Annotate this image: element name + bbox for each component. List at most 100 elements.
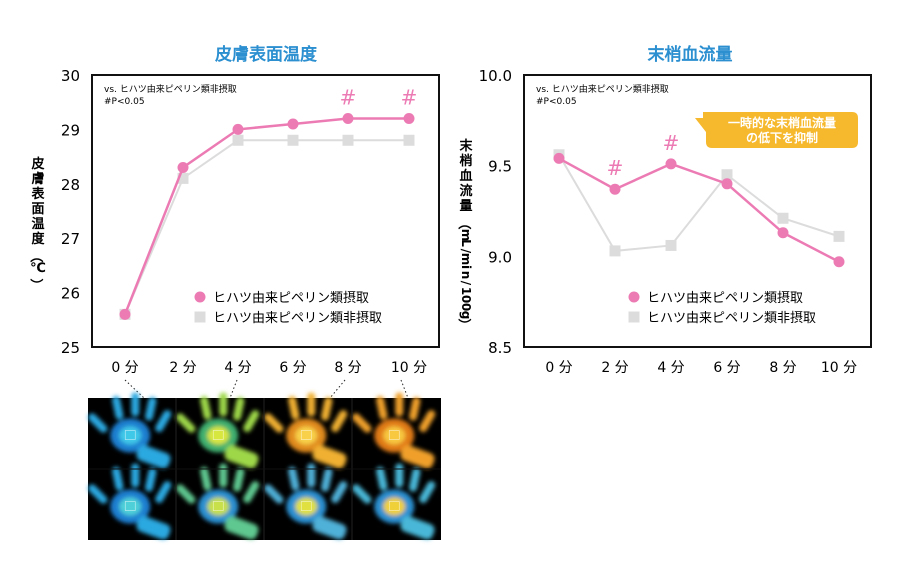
point-intake <box>609 183 621 195</box>
x-tick-label: 8 分 <box>769 360 796 376</box>
series-line-non-intake <box>558 154 840 252</box>
y-label-char: 流 <box>459 183 472 199</box>
y-label-char: 1 <box>459 287 473 295</box>
y-label-char: g <box>459 311 473 320</box>
measure-box <box>212 501 224 511</box>
y-label-char: 温 <box>31 217 44 232</box>
point-intake <box>403 113 415 125</box>
y-label-char: m <box>459 253 473 266</box>
measure-box <box>300 501 312 511</box>
y-label-char: 面 <box>31 202 44 217</box>
y-label-char: 末 <box>458 138 473 154</box>
series-line-intake <box>558 157 840 263</box>
measure-box <box>124 501 136 511</box>
x-tick-label: 0 分 <box>545 360 572 376</box>
point-intake <box>232 123 244 135</box>
y-label-char: L <box>459 239 473 247</box>
x-tick-label: 10 分 <box>821 360 857 376</box>
y-label-char: ） <box>456 318 472 331</box>
legend-label: ヒハツ由来ピペリン類摂取 <box>647 290 803 306</box>
x-tick-label: 4 分 <box>224 360 251 376</box>
y-label-char: 皮 <box>30 156 44 172</box>
point-non-intake <box>833 230 845 242</box>
y-tick-label: 26 <box>61 285 80 303</box>
legend: ヒハツ由来ピペリン類摂取 ヒハツ由来ピペリン類非摂取 <box>628 290 816 326</box>
y-label-char: 膚 <box>31 171 44 187</box>
x-tick-label: 4 分 <box>657 360 684 376</box>
legend-marker-intake <box>194 291 206 303</box>
y-label-char: m <box>459 229 473 242</box>
chart-title: 皮膚表面温度 <box>215 44 318 65</box>
measure-box <box>124 430 136 440</box>
point-intake <box>342 113 354 125</box>
point-non-intake <box>721 169 733 181</box>
stat-note: #P<0.05 <box>104 97 145 107</box>
y-label-char: i <box>459 265 473 269</box>
y-label-char: / <box>459 281 473 286</box>
x-tick-label: 2 分 <box>601 360 628 376</box>
y-tick-label: 25 <box>61 339 80 357</box>
measure-box <box>212 430 224 440</box>
thermal-hand <box>176 392 260 469</box>
legend-marker-intake <box>628 291 640 303</box>
y-tick-label: 9.0 <box>488 248 512 266</box>
x-tick-label: 6 分 <box>713 360 740 376</box>
y-label-char: （ <box>28 249 44 262</box>
svg-text:一時的な末梢血流量: 一時的な末梢血流量 <box>728 115 836 130</box>
x-tick-label: 8 分 <box>334 360 361 376</box>
y-label-char: ℃ <box>30 261 46 276</box>
thermal-hand <box>264 392 348 469</box>
thermal-hand <box>352 392 436 469</box>
y-tick-label: 10.0 <box>479 67 512 85</box>
thermal-images <box>88 392 441 540</box>
legend-label: ヒハツ由来ピペリン類非摂取 <box>213 310 382 326</box>
y-label-char: n <box>459 271 473 280</box>
point-non-intake <box>177 172 189 184</box>
legend-label: ヒハツ由来ピペリン類摂取 <box>213 290 369 306</box>
significance-mark: # <box>663 131 680 155</box>
y-label-char: 0 <box>459 295 473 303</box>
legend: ヒハツ由来ピペリン類摂取 ヒハツ由来ピペリン類非摂取 <box>194 290 382 326</box>
y-tick-label: 27 <box>61 230 80 248</box>
y-label-char: / <box>459 249 473 254</box>
y-tick-label: 9.5 <box>488 158 512 176</box>
y-tick-label: 28 <box>61 176 80 194</box>
point-non-intake <box>342 134 354 146</box>
x-tick-label: 6 分 <box>279 360 306 376</box>
legend-label: ヒハツ由来ピペリン類非摂取 <box>647 310 816 326</box>
stat-note: vs. ヒハツ由来ピペリン類非摂取 <box>104 83 237 95</box>
legend-marker-non-intake <box>628 311 640 323</box>
y-tick-label: 8.5 <box>488 339 512 357</box>
point-intake <box>553 152 565 164</box>
plot-frame <box>91 74 440 348</box>
y-axis-label: 皮膚表面温度 （℃ ） <box>28 156 46 292</box>
stat-note: #P<0.05 <box>536 97 577 107</box>
point-non-intake <box>403 134 415 146</box>
point-non-intake <box>777 212 789 224</box>
point-non-intake <box>232 134 244 146</box>
stat-note: vs. ヒハツ由来ピペリン類非摂取 <box>536 83 669 95</box>
y-label-char: 梢 <box>459 153 472 169</box>
callout: 一時的な末梢血流量 の低下を抑制 <box>695 112 858 148</box>
y-label-char: 表 <box>30 186 45 202</box>
x-tick-label: 2 分 <box>169 360 196 376</box>
y-tick-label: 30 <box>61 67 80 85</box>
thermal-hand <box>88 392 172 469</box>
y-label-char: 血 <box>459 168 472 184</box>
plot-frame <box>523 74 872 348</box>
point-non-intake <box>287 134 299 146</box>
y-label-char: 0 <box>459 303 473 311</box>
point-non-intake <box>665 239 677 251</box>
significance-mark: # <box>340 86 357 110</box>
point-intake <box>177 161 189 173</box>
legend-marker-non-intake <box>194 311 206 323</box>
series-line-non-intake <box>124 139 409 315</box>
y-label-char: 量 <box>459 199 472 214</box>
measure-box <box>388 430 400 440</box>
significance-mark: # <box>401 86 418 110</box>
y-label-char: 度 <box>31 231 45 247</box>
